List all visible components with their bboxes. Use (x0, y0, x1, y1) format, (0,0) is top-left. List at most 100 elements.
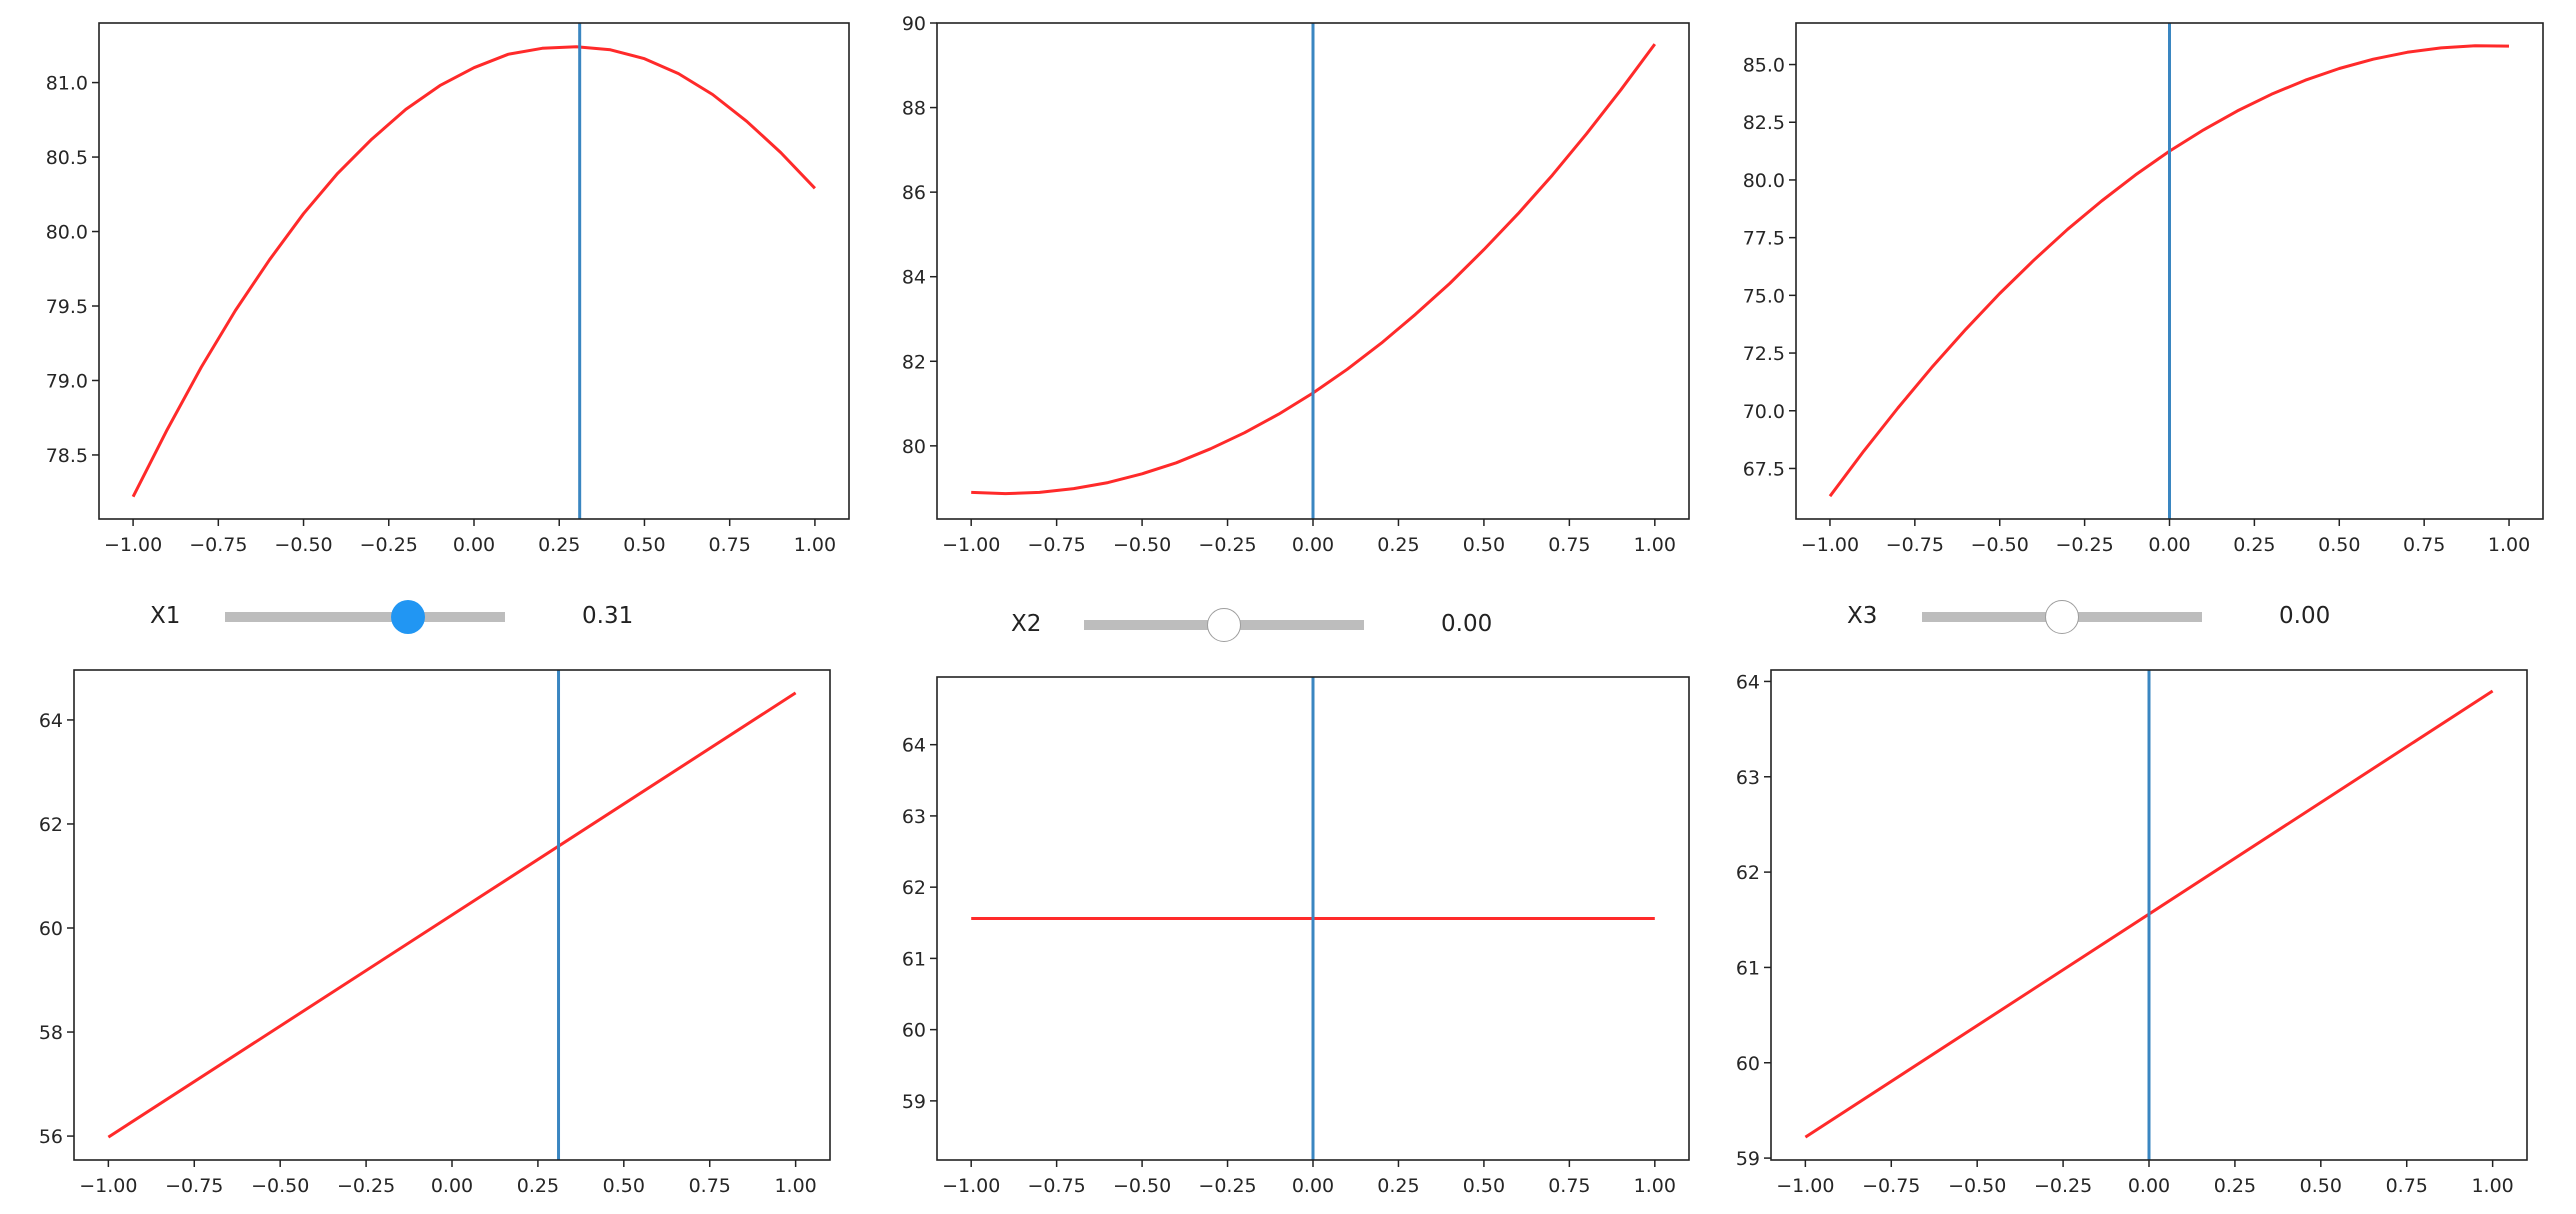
chart-panel-6: −1.00 −0.75 −0.50 −0.25 0.00 0.25 0.50 0.75 1.00… (1736, 669, 2528, 1197)
slider-x1-value: 0.31 (582, 603, 634, 629)
x-tick-label: −0.25 (2034, 1175, 2092, 1197)
y-tick-label: 64 (902, 735, 926, 757)
y-tick-label: 80 (902, 436, 926, 458)
y-tick-label: 61 (1736, 957, 1760, 979)
x-tick-label: 1.00 (1634, 1175, 1676, 1197)
slider-x1-handle[interactable] (391, 600, 426, 634)
x-tick-label: −1.00 (942, 1175, 1000, 1197)
x-tick-label: −0.50 (1971, 534, 2029, 556)
y-tick-label: 62 (1736, 862, 1760, 884)
x-tick-label: −0.25 (2055, 534, 2113, 556)
x-tick-label: 0.75 (2403, 534, 2445, 556)
x-tick-label: 0.25 (2233, 534, 2275, 556)
prediction-curve (107, 691, 797, 1139)
y-tick-label: 67.5 (1743, 458, 1785, 480)
x-tick-label: −1.00 (79, 1175, 137, 1197)
x-tick-label: −0.25 (360, 534, 418, 556)
x-tick-label: −1.00 (1776, 1175, 1834, 1197)
x-tick-label: −1.00 (104, 534, 162, 556)
y-tick-label: 85.0 (1743, 55, 1785, 77)
x-tick-label: 0.00 (431, 1175, 473, 1197)
x-tick-label: 0.00 (1292, 534, 1334, 556)
y-tick-label: 80.0 (46, 222, 88, 244)
x-tick-label: 0.75 (709, 534, 751, 556)
slider-x2-handle[interactable] (1207, 608, 1241, 642)
x-tick-label: 1.00 (794, 534, 836, 556)
y-tick-label: 80.0 (1743, 170, 1785, 192)
y-tick-label: 84 (902, 267, 926, 289)
x-tick-label: 0.00 (2148, 534, 2190, 556)
x-tick-label: −0.25 (1198, 1175, 1256, 1197)
x-tick-label: −0.50 (1948, 1175, 2006, 1197)
y-tick-label: 64 (39, 710, 63, 732)
y-tick-label: 59 (902, 1091, 926, 1113)
x-tick-label: −0.50 (251, 1175, 309, 1197)
x-tick-label: 0.50 (1463, 534, 1505, 556)
slider-x2-label: X2 (1011, 611, 1042, 637)
x-tick-label: 0.00 (453, 534, 495, 556)
x-tick-label: 1.00 (774, 1175, 816, 1197)
x-tick-label: 0.50 (1463, 1175, 1505, 1197)
y-tick-label: 77.5 (1743, 228, 1785, 250)
y-tick-label: 58 (39, 1022, 63, 1044)
x-tick-label: 0.50 (2300, 1175, 2342, 1197)
x-tick-label: 0.50 (603, 1175, 645, 1197)
x-tick-label: 0.75 (2386, 1175, 2428, 1197)
y-tick-label: 62 (902, 877, 926, 899)
y-tick-label: 78.5 (46, 445, 88, 467)
y-tick-label: 60 (902, 1020, 926, 1042)
x-tick-label: −0.50 (274, 534, 332, 556)
slider-x2-value: 0.00 (1441, 611, 1493, 637)
x-tick-label: 0.75 (689, 1175, 731, 1197)
y-tick-label: 81.0 (46, 73, 88, 95)
y-tick-label: 64 (1736, 671, 1760, 693)
x-tick-label: −0.75 (165, 1175, 223, 1197)
slider-x2[interactable]: X2 0.00 (1011, 605, 1511, 645)
chart-panel-2: −1.00 −0.75 −0.50 −0.25 0.00 0.25 0.50 0.75 1.00… (902, 13, 1690, 556)
y-tick-label: 90 (902, 13, 926, 35)
x-tick-label: 0.25 (1377, 534, 1419, 556)
chart-panel-3: −1.00 −0.75 −0.50 −0.25 0.00 0.25 0.50 0.75 1.00… (1743, 22, 2544, 556)
x-tick-label: −0.75 (1886, 534, 1944, 556)
x-tick-label: 0.25 (2214, 1175, 2256, 1197)
y-tick-label: 56 (39, 1126, 63, 1148)
slider-x1[interactable]: X1 0.31 (150, 597, 650, 637)
x-tick-label: 0.25 (517, 1175, 559, 1197)
y-tick-label: 75.0 (1743, 285, 1785, 307)
x-tick-label: 1.00 (2488, 534, 2530, 556)
x-tick-label: 1.00 (2471, 1175, 2513, 1197)
slider-x1-track[interactable] (225, 612, 505, 622)
x-tick-label: −0.25 (337, 1175, 395, 1197)
y-tick-label: 86 (902, 182, 926, 204)
y-tick-label: 82 (902, 351, 926, 373)
y-tick-label: 61 (902, 948, 926, 970)
x-tick-label: 0.50 (623, 534, 665, 556)
axes-frame (98, 22, 850, 520)
slider-x3[interactable]: X3 0.00 (1847, 597, 2347, 637)
y-tick-label: 72.5 (1743, 343, 1785, 365)
y-tick-label: 59 (1736, 1148, 1760, 1170)
x-tick-label: −1.00 (942, 534, 1000, 556)
slider-x1-label: X1 (150, 603, 181, 629)
slider-x3-label: X3 (1847, 603, 1878, 629)
x-tick-label: −1.00 (1801, 534, 1859, 556)
y-tick-label: 60 (1736, 1053, 1760, 1075)
x-tick-label: −0.75 (1028, 534, 1086, 556)
x-tick-label: −0.50 (1113, 534, 1171, 556)
x-tick-label: −0.25 (1198, 534, 1256, 556)
chart-panel-1: −1.00 −0.75 −0.50 −0.25 0.00 0.25 0.50 0.75 1.00… (46, 22, 850, 556)
slider-x3-handle[interactable] (2045, 600, 2079, 634)
prediction-curve (131, 45, 816, 498)
y-tick-label: 62 (39, 814, 63, 836)
x-tick-label: 0.00 (1292, 1175, 1334, 1197)
x-tick-label: 0.75 (1548, 1175, 1590, 1197)
x-tick-label: −0.75 (1028, 1175, 1086, 1197)
x-tick-label: −0.75 (189, 534, 247, 556)
x-tick-label: 0.00 (2128, 1175, 2170, 1197)
x-tick-label: 0.25 (1377, 1175, 1419, 1197)
y-tick-label: 79.0 (46, 370, 88, 392)
y-tick-label: 79.5 (46, 296, 88, 318)
y-tick-label: 63 (1736, 767, 1760, 789)
chart-panel-4: −1.00 −0.75 −0.50 −0.25 0.00 0.25 0.50 0.75 1.00… (39, 669, 831, 1197)
